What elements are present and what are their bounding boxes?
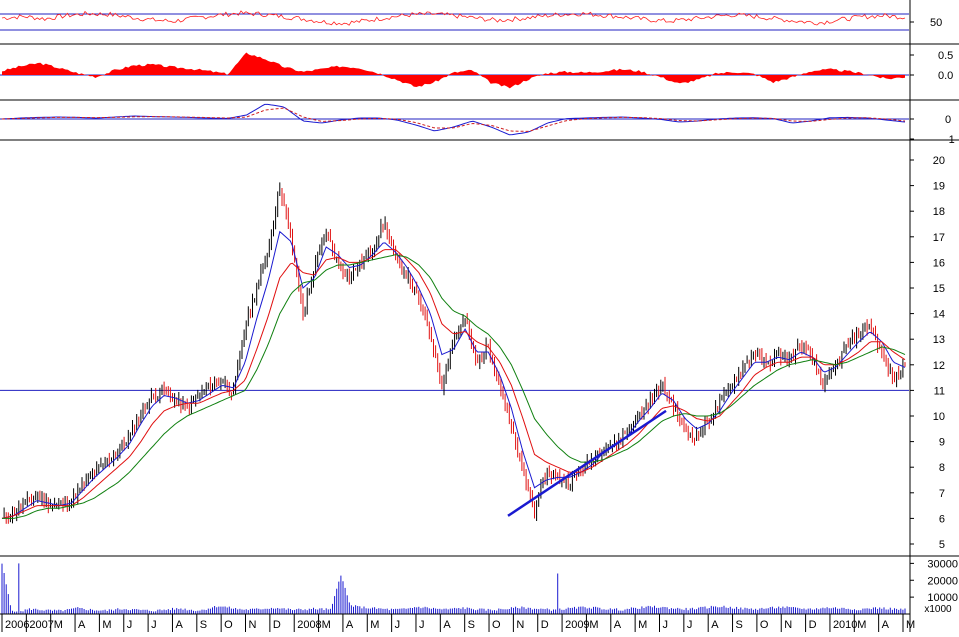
- month-label: M: [370, 619, 379, 631]
- month-label: A: [882, 619, 890, 631]
- price-tick-label: 20: [933, 155, 945, 167]
- month-label: D: [273, 619, 281, 631]
- month-label: S: [200, 619, 207, 631]
- month-label: 2009: [565, 619, 589, 631]
- price-tick-label: 17: [933, 232, 945, 244]
- price-tick-label: 8: [939, 462, 945, 474]
- month-label: O: [224, 619, 233, 631]
- month-label: O: [492, 619, 501, 631]
- month-label: M: [322, 619, 331, 631]
- hist-area: [2, 52, 905, 89]
- month-label: J: [395, 619, 401, 631]
- month-label: S: [468, 619, 475, 631]
- month-label: A: [346, 619, 354, 631]
- month-label: M: [102, 619, 111, 631]
- month-label: A: [78, 619, 86, 631]
- month-label: A: [711, 619, 719, 631]
- month-label: M: [54, 619, 63, 631]
- price-tick-label: 18: [933, 206, 945, 218]
- volume-tick-label: 30000: [927, 558, 958, 570]
- macd-tick-label: 0: [945, 114, 951, 126]
- month-label: 2008: [297, 619, 321, 631]
- price-tick-label: 16: [933, 257, 945, 269]
- month-label: A: [175, 619, 183, 631]
- month-label: M: [638, 619, 647, 631]
- month-label: J: [662, 619, 668, 631]
- month-label: J: [419, 619, 425, 631]
- month-label: M: [589, 619, 598, 631]
- month-label: D: [541, 619, 549, 631]
- macd-signal-line: [1, 107, 906, 132]
- month-label: O: [760, 619, 769, 631]
- price-tick-label: 12: [933, 360, 945, 372]
- month-label: S: [736, 619, 743, 631]
- month-label: N: [249, 619, 257, 631]
- month-label: J: [687, 619, 693, 631]
- month-label: M: [906, 619, 915, 631]
- rsi-line: [1, 10, 906, 26]
- macd-tick-label: -1: [945, 134, 955, 146]
- price-tick-label: 14: [933, 309, 945, 321]
- trendline: [507, 409, 667, 517]
- price-tick-label: 10: [933, 411, 945, 423]
- volume-tick-label: 20000: [927, 575, 958, 587]
- month-label: A: [614, 619, 622, 631]
- price-tick-label: 13: [933, 334, 945, 346]
- month-label: D: [809, 619, 817, 631]
- volume-unit-label: x1000: [924, 604, 952, 615]
- price-tick-label: 11: [934, 385, 945, 397]
- ma-short-line: [1, 230, 906, 519]
- month-label: A: [443, 619, 451, 631]
- price-tick-label: 7: [939, 488, 945, 500]
- price-tick-label: 9: [939, 437, 945, 449]
- month-label: N: [516, 619, 524, 631]
- month-label: J: [151, 619, 157, 631]
- hist-tick-label: 0.5: [938, 50, 953, 62]
- price-tick-label: 5: [939, 539, 945, 551]
- price-tick-label: 15: [933, 283, 945, 295]
- month-label: 2006: [5, 619, 29, 631]
- volume-tick-label: 10000: [927, 592, 958, 604]
- ma-long-line: [2, 254, 906, 519]
- price-tick-label: 19: [933, 181, 945, 193]
- month-label: M: [857, 619, 866, 631]
- month-label: J: [127, 619, 133, 631]
- month-label: 2007: [29, 619, 53, 631]
- price-tick-label: 6: [939, 513, 945, 525]
- month-label: N: [784, 619, 792, 631]
- rsi-tick-label: 50: [930, 17, 942, 29]
- hist-tick-label: 0.0: [938, 70, 953, 82]
- month-label: 2010: [833, 619, 857, 631]
- ma-mid-line: [1, 249, 906, 519]
